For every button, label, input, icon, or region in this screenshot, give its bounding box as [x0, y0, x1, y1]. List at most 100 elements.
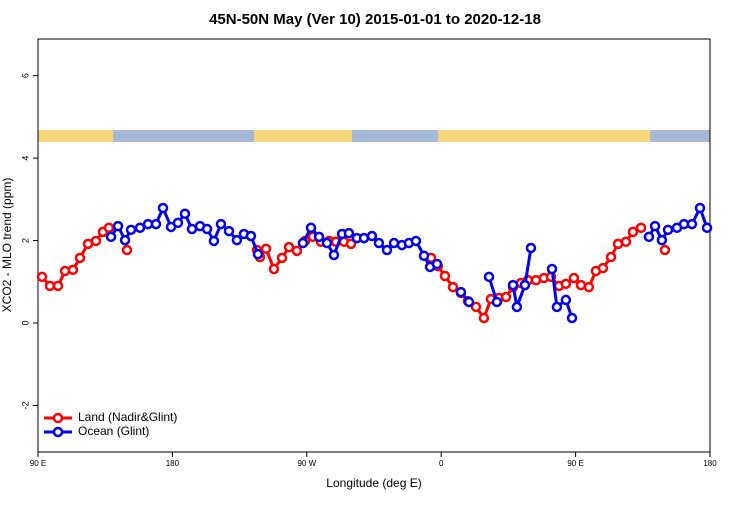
data-point	[252, 248, 264, 260]
data-point	[649, 220, 661, 232]
data-point	[36, 271, 48, 283]
data-point	[686, 218, 698, 230]
data-point	[276, 252, 288, 264]
x-tick-label: 180	[166, 459, 180, 468]
data-point	[313, 231, 325, 243]
land-ocean-strip	[38, 130, 710, 142]
data-point	[568, 272, 580, 284]
data-point	[119, 234, 131, 246]
data-point	[260, 243, 272, 255]
data-point	[620, 236, 632, 248]
data-point	[410, 235, 422, 247]
data-point	[150, 218, 162, 230]
ocean-strip	[113, 130, 254, 142]
data-point	[112, 220, 124, 232]
data-point	[245, 230, 257, 242]
data-point	[291, 245, 303, 257]
data-point	[134, 222, 146, 234]
data-point	[418, 250, 430, 262]
data-point	[431, 258, 443, 270]
data-point	[90, 235, 102, 247]
x-tick-label: 0	[439, 459, 444, 468]
data-point	[560, 278, 572, 290]
data-point	[478, 312, 490, 324]
data-point	[297, 237, 309, 249]
data-point	[463, 296, 475, 308]
data-point	[157, 202, 169, 214]
data-point	[519, 279, 531, 291]
legend-marker	[52, 412, 64, 424]
data-point	[121, 244, 133, 256]
land-strip	[438, 130, 650, 142]
data-point	[215, 218, 227, 230]
data-point	[231, 234, 243, 246]
legend-label: Land (Nadir&Glint)	[78, 410, 177, 424]
data-point	[439, 270, 451, 282]
x-tick-label: 90 W	[297, 459, 316, 468]
plot-frame	[37, 38, 711, 453]
data-point	[321, 237, 333, 249]
data-point	[59, 265, 71, 277]
land-strip	[38, 130, 113, 142]
ocean-strip	[650, 130, 710, 142]
data-point	[172, 217, 184, 229]
chart-title: 45N-50N May (Ver 10) 2015-01-01 to 2020-…	[209, 11, 541, 28]
data-point	[283, 241, 295, 253]
data-point	[656, 234, 668, 246]
data-point	[511, 301, 523, 313]
data-point	[551, 301, 563, 313]
data-point	[201, 223, 213, 235]
data-point	[470, 301, 482, 313]
y-tick-label: 2	[20, 238, 30, 243]
data-point	[483, 271, 495, 283]
data-point	[343, 227, 355, 239]
data-point	[186, 223, 198, 235]
data-point	[103, 222, 115, 234]
y-axis-label: XCO2 - MLO trend (ppm)	[0, 178, 14, 313]
data-point	[455, 286, 467, 298]
data-point	[507, 279, 519, 291]
data-point	[268, 263, 280, 275]
data-point	[381, 244, 393, 256]
ocean-strip	[352, 130, 438, 142]
data-point	[44, 280, 56, 292]
y-tick-label: 6	[20, 73, 30, 78]
data-point	[605, 251, 617, 263]
land-strip	[254, 130, 352, 142]
data-point	[366, 230, 378, 242]
y-tick-label: 0	[20, 320, 30, 325]
data-point	[597, 262, 609, 274]
data-point	[643, 231, 655, 243]
legend-label: Ocean (Glint)	[78, 424, 149, 438]
data-point	[560, 294, 572, 306]
data-point	[67, 264, 79, 276]
data-point	[662, 224, 674, 236]
data-point	[627, 226, 639, 238]
data-point	[694, 202, 706, 214]
data-point	[500, 291, 512, 303]
data-point	[74, 252, 86, 264]
data-point	[701, 222, 713, 234]
data-point	[583, 281, 595, 293]
data-point	[223, 225, 235, 237]
y-tick-label: 4	[20, 156, 30, 161]
data-point	[447, 281, 459, 293]
x-tick-label: 90 E	[30, 459, 46, 468]
x-axis-label: Longitude (deg E)	[326, 476, 421, 490]
data-point	[328, 249, 340, 261]
y-tick-label: -2	[20, 401, 30, 409]
data-point	[635, 222, 647, 234]
data-point	[546, 263, 558, 275]
data-point	[373, 237, 385, 249]
data-point	[491, 296, 503, 308]
data-point	[345, 238, 357, 250]
x-tick-label: 90 E	[567, 459, 583, 468]
data-point	[179, 208, 191, 220]
data-point	[105, 231, 117, 243]
data-point	[305, 222, 317, 234]
data-point	[566, 312, 578, 324]
x-tick-label: 180	[703, 459, 717, 468]
data-point	[125, 224, 137, 236]
